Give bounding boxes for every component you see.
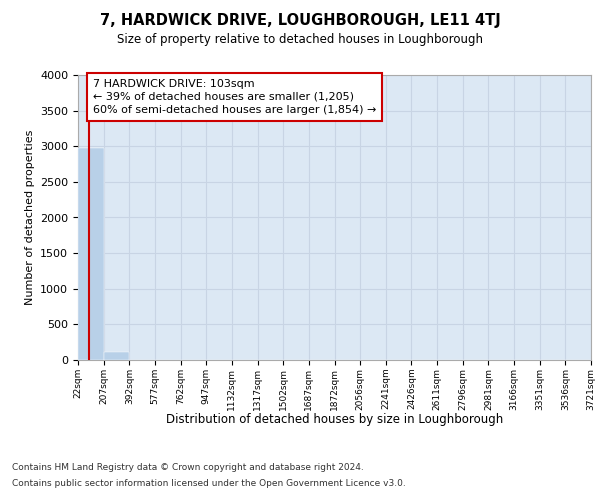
Text: 7, HARDWICK DRIVE, LOUGHBOROUGH, LE11 4TJ: 7, HARDWICK DRIVE, LOUGHBOROUGH, LE11 4T… (100, 12, 500, 28)
Bar (104, 352, 130, 360)
Text: Distribution of detached houses by size in Loughborough: Distribution of detached houses by size … (166, 412, 504, 426)
Y-axis label: Number of detached properties: Number of detached properties (25, 130, 35, 305)
Text: 7 HARDWICK DRIVE: 103sqm
← 39% of detached houses are smaller (1,205)
60% of sem: 7 HARDWICK DRIVE: 103sqm ← 39% of detach… (93, 78, 376, 115)
Text: Contains HM Land Registry data © Crown copyright and database right 2024.: Contains HM Land Registry data © Crown c… (12, 464, 364, 472)
Text: Contains public sector information licensed under the Open Government Licence v3: Contains public sector information licen… (12, 478, 406, 488)
Bar (78, 148, 104, 360)
Text: Size of property relative to detached houses in Loughborough: Size of property relative to detached ho… (117, 32, 483, 46)
